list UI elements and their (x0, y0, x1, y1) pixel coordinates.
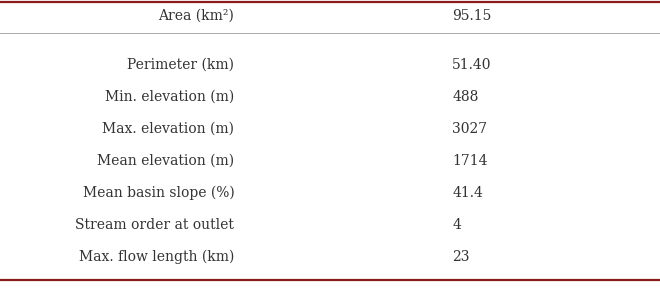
Text: 51.40: 51.40 (452, 58, 492, 72)
Text: 95.15: 95.15 (452, 9, 492, 23)
Text: Mean basin slope (%): Mean basin slope (%) (82, 186, 234, 200)
Text: 4: 4 (452, 218, 461, 232)
Text: Area (km²): Area (km²) (158, 9, 234, 23)
Text: Max. elevation (m): Max. elevation (m) (102, 122, 234, 136)
Text: 3027: 3027 (452, 122, 487, 136)
Text: 23: 23 (452, 250, 470, 264)
Text: Mean elevation (m): Mean elevation (m) (97, 154, 234, 168)
Text: 488: 488 (452, 90, 478, 104)
Text: Perimeter (km): Perimeter (km) (127, 58, 234, 72)
Text: Min. elevation (m): Min. elevation (m) (105, 90, 234, 104)
Text: 41.4: 41.4 (452, 186, 483, 200)
Text: Stream order at outlet: Stream order at outlet (75, 218, 234, 232)
Text: 1714: 1714 (452, 154, 488, 168)
Text: Max. flow length (km): Max. flow length (km) (79, 250, 234, 264)
